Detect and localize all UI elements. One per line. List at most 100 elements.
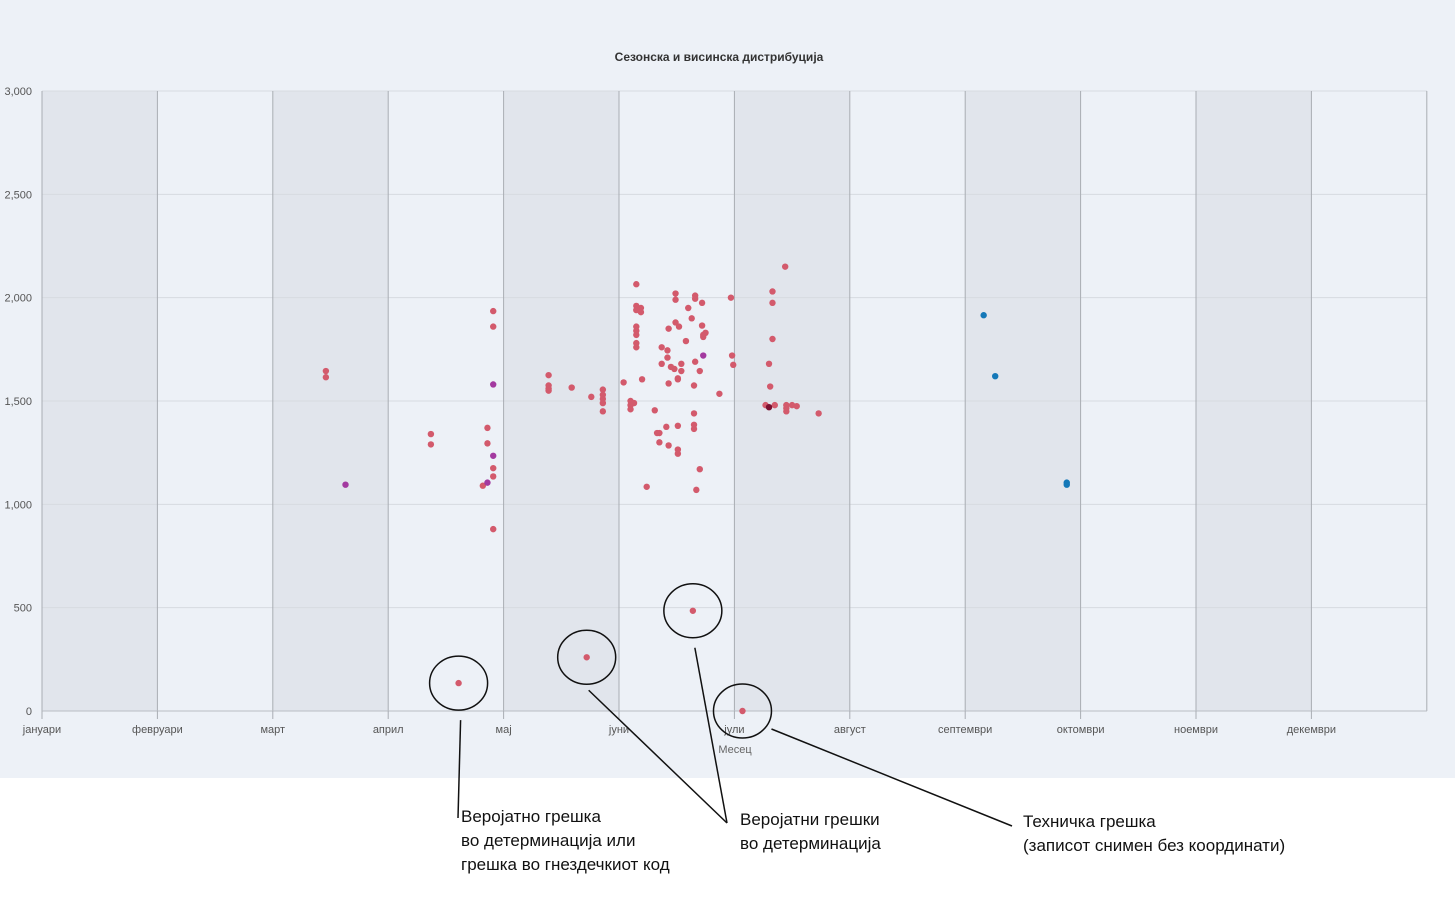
data-point (992, 373, 999, 380)
data-point (674, 376, 682, 383)
data-point (490, 452, 497, 459)
annotation-note-1: Веројатно грешка во детерминација или гр… (461, 807, 670, 874)
y-tick-label: 1,500 (4, 396, 32, 408)
data-point (696, 367, 703, 375)
data-point (674, 422, 682, 429)
data-points (322, 263, 1070, 715)
data-point (730, 361, 737, 369)
data-point (672, 290, 679, 297)
data-point (490, 323, 497, 330)
x-tick-label: април (373, 724, 404, 736)
y-tick-label: 0 (26, 706, 32, 718)
data-point (675, 323, 683, 330)
x-tick-label: октомври (1057, 724, 1105, 736)
data-point (781, 263, 789, 270)
data-point (322, 374, 330, 381)
data-point (691, 295, 699, 302)
data-point (633, 331, 640, 339)
data-point (633, 281, 640, 288)
data-point (727, 294, 735, 301)
x-tick-label: септември (938, 724, 992, 736)
data-point (690, 382, 698, 389)
x-tick-label: август (834, 724, 866, 736)
x-tick-label: февруари (132, 724, 183, 736)
data-point (693, 486, 700, 494)
data-point (765, 404, 773, 411)
data-point (664, 354, 671, 361)
data-point (783, 401, 790, 409)
data-point (427, 441, 435, 448)
data-point (588, 393, 595, 401)
data-point (678, 360, 685, 367)
data-point (682, 337, 690, 345)
data-point (702, 329, 709, 336)
data-point (599, 399, 607, 407)
data-point (658, 360, 665, 367)
data-point (484, 440, 491, 447)
data-point (322, 367, 330, 375)
x-tick-label: јануари (22, 724, 61, 736)
data-point (674, 450, 682, 457)
data-point (766, 383, 774, 390)
annotation-note-2: Веројатни грешки во детерминација (740, 810, 881, 853)
data-point (342, 481, 349, 488)
data-point (490, 381, 497, 388)
data-point (771, 401, 778, 409)
data-point (637, 308, 645, 316)
annotation-note-3: Техничка грешка (записот снимен без коор… (1023, 812, 1286, 855)
data-point (545, 371, 552, 379)
x-tick-label: мај (496, 724, 512, 736)
x-tick-label: декември (1287, 724, 1336, 736)
data-point (665, 442, 672, 449)
data-point (663, 423, 670, 431)
data-point (651, 407, 658, 414)
data-point (696, 466, 703, 473)
y-axis: 0 500 1,000 1,500 2,000 2,500 3,000 (4, 86, 32, 718)
data-point (769, 299, 776, 307)
x-axis-title: Месец (718, 744, 752, 756)
annotation-circle (556, 629, 617, 686)
data-point (690, 425, 698, 433)
chart-title: Сезонска и висинска дистрибуција (615, 50, 824, 64)
data-point (739, 707, 746, 715)
data-point (685, 304, 692, 312)
data-point (980, 312, 987, 319)
chart-panel: Сезонска и висинска дистрибуција 0 500 1,0… (0, 0, 1455, 778)
data-point (672, 296, 679, 303)
data-point (688, 315, 695, 322)
data-point (479, 482, 487, 489)
x-tick-label: ноември (1174, 724, 1218, 736)
y-tick-label: 1,000 (4, 499, 32, 511)
data-point (643, 483, 650, 490)
x-axis: јануари февруари март април мај јуни јули авгус… (22, 711, 1336, 736)
data-point (484, 479, 491, 486)
data-point (698, 322, 706, 329)
data-point (765, 360, 773, 367)
data-point (568, 384, 575, 391)
x-tick-label: март (260, 724, 285, 736)
data-point (678, 367, 685, 375)
data-point (665, 325, 672, 332)
data-point (769, 288, 776, 295)
annotation-circle (428, 655, 489, 711)
data-point (793, 402, 800, 410)
data-point (1063, 481, 1070, 488)
data-point (691, 358, 699, 365)
data-point (490, 464, 497, 472)
data-point (769, 335, 776, 343)
data-point (815, 410, 822, 417)
data-point (700, 352, 707, 359)
data-point (633, 344, 640, 351)
data-point (728, 352, 736, 359)
data-point (490, 473, 497, 480)
data-point (671, 365, 678, 373)
data-point (656, 439, 663, 446)
annotation-circle (663, 583, 723, 639)
data-point (490, 307, 497, 315)
data-point (599, 408, 607, 415)
data-point (783, 408, 790, 415)
data-point (689, 607, 697, 614)
data-point (665, 380, 672, 387)
y-tick-label: 3,000 (4, 86, 32, 98)
data-point (599, 386, 607, 393)
